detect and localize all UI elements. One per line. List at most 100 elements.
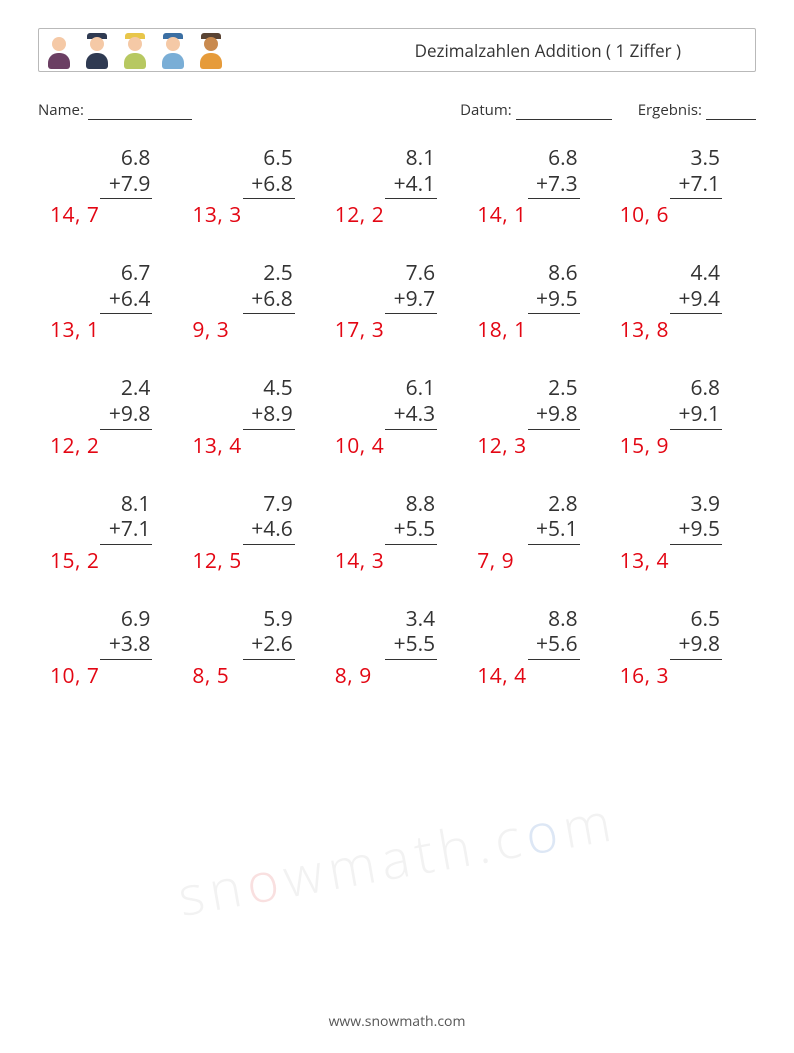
operand-b: +9.7: [385, 287, 437, 315]
operand-a: 6.8: [121, 146, 153, 172]
worksheet-page: Dezimalzahlen Addition ( 1 Ziffer ) Name…: [0, 0, 794, 1053]
answer: 9, 3: [192, 316, 229, 344]
operand-b: +8.9: [243, 402, 295, 430]
operand-b: +9.8: [528, 402, 580, 430]
watermark-red: o: [240, 841, 290, 920]
operand-b: +7.9: [100, 172, 152, 200]
problem: 4.5+8.913, 4: [190, 376, 332, 459]
operand-a: 7.9: [263, 492, 295, 518]
avatar-row: [45, 31, 225, 69]
operand-b: +5.5: [385, 517, 437, 545]
answer: 15, 2: [50, 547, 99, 575]
answer: 12, 5: [192, 547, 241, 575]
problem-stack: 6.7+6.4: [100, 261, 152, 314]
operand-a: 2.5: [548, 376, 580, 402]
watermark-blue: o: [519, 791, 569, 870]
problem: 5.9+2.68, 5: [190, 607, 332, 690]
watermark-prefix: sn: [172, 847, 253, 932]
operand-b: +7.1: [100, 517, 152, 545]
operand-b: +7.3: [528, 172, 580, 200]
name-blank: [88, 101, 192, 120]
avatar-body: [162, 53, 184, 69]
operand-a: 2.8: [548, 492, 580, 518]
problem: 6.1+4.310, 4: [333, 376, 475, 459]
info-left: Name:: [38, 100, 192, 120]
avatar-body: [200, 53, 222, 69]
problem: 7.9+4.612, 5: [190, 492, 332, 575]
operand-a: 6.5: [690, 607, 722, 633]
operand-b: +6.8: [243, 172, 295, 200]
operand-b: +7.1: [670, 172, 722, 200]
problem-stack: 6.8+9.1: [670, 376, 722, 429]
operand-b: +6.4: [100, 287, 152, 315]
operand-b: +5.5: [385, 632, 437, 660]
info-right: Datum: Ergebnis:: [460, 100, 756, 120]
operand-a: 6.7: [121, 261, 153, 287]
avatar-head: [128, 37, 142, 51]
operand-a: 8.1: [406, 146, 438, 172]
avatar-body: [48, 53, 70, 69]
problem: 2.4+9.812, 2: [48, 376, 190, 459]
answer: 12, 3: [477, 432, 526, 460]
avatar-head: [52, 37, 66, 51]
operand-a: 2.4: [121, 376, 153, 402]
avatar-head: [204, 37, 218, 51]
problem-stack: 8.8+5.5: [385, 492, 437, 545]
operand-a: 8.1: [121, 492, 153, 518]
operand-b: +9.5: [670, 517, 722, 545]
info-line: Name: Datum: Ergebnis:: [38, 98, 756, 120]
problems-grid: 6.8+7.914, 76.5+6.813, 38.1+4.112, 26.8+…: [48, 146, 760, 690]
operand-a: 8.8: [406, 492, 438, 518]
problem-stack: 6.5+6.8: [243, 146, 295, 199]
avatar-body: [86, 53, 108, 69]
problem-stack: 8.1+4.1: [385, 146, 437, 199]
answer: 18, 1: [477, 316, 526, 344]
problem-stack: 2.4+9.8: [100, 376, 152, 429]
problem: 2.5+9.812, 3: [475, 376, 617, 459]
date-blank: [516, 101, 612, 120]
operand-a: 7.6: [406, 261, 438, 287]
problem: 3.4+5.5 8, 9: [333, 607, 475, 690]
problem-stack: 8.1+7.1: [100, 492, 152, 545]
operand-a: 6.5: [263, 146, 295, 172]
answer: 8, 5: [192, 662, 229, 690]
answer: 13, 3: [192, 201, 241, 229]
problem-stack: 6.8+7.3: [528, 146, 580, 199]
result-blank: [706, 101, 756, 120]
operand-a: 6.8: [548, 146, 580, 172]
operand-a: 3.4: [406, 607, 438, 633]
avatar-icon: [121, 31, 149, 69]
problem-stack: 8.8+5.6: [528, 607, 580, 660]
problem: 3.5+7.110, 6: [618, 146, 760, 229]
operand-a: 6.9: [121, 607, 153, 633]
avatar-icon: [197, 31, 225, 69]
operand-b: +5.1: [528, 517, 580, 545]
operand-a: 6.1: [406, 376, 438, 402]
watermark-suffix: m: [556, 782, 622, 864]
date-label: Datum:: [460, 100, 512, 120]
problem: 3.9+9.513, 4: [618, 492, 760, 575]
operand-b: +2.6: [243, 632, 295, 660]
worksheet-title: Dezimalzahlen Addition ( 1 Ziffer ): [415, 39, 681, 62]
problem: 6.5+9.816, 3: [618, 607, 760, 690]
operand-a: 8.8: [548, 607, 580, 633]
operand-b: +4.6: [243, 517, 295, 545]
problem-stack: 6.8+7.9: [100, 146, 152, 199]
problem-stack: 3.9+9.5: [670, 492, 722, 545]
operand-b: +5.6: [528, 632, 580, 660]
avatar-head: [90, 37, 104, 51]
answer: 12, 2: [50, 432, 99, 460]
name-label: Name:: [38, 100, 84, 120]
problem-stack: 3.5+7.1: [670, 146, 722, 199]
answer: 14, 4: [477, 662, 526, 690]
operand-a: 4.4: [690, 261, 722, 287]
problem-stack: 6.1+4.3: [385, 376, 437, 429]
answer: 14, 7: [50, 201, 99, 229]
answer: 8, 9: [335, 662, 372, 690]
operand-b: +9.8: [100, 402, 152, 430]
operand-b: +9.4: [670, 287, 722, 315]
operand-a: 3.5: [690, 146, 722, 172]
operand-a: 3.9: [690, 492, 722, 518]
answer: 14, 3: [335, 547, 384, 575]
avatar-body: [124, 53, 146, 69]
